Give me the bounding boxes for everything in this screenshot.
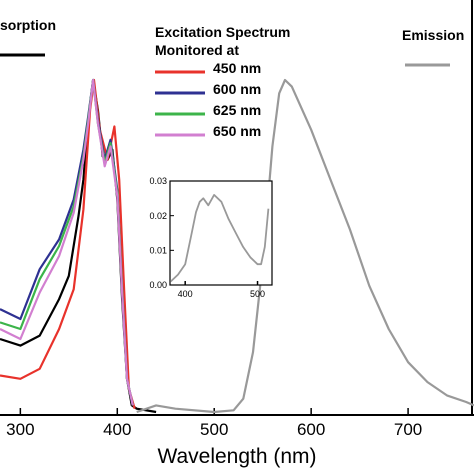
legend-label: 650 nm <box>213 123 261 139</box>
legend-label: 450 nm <box>213 60 261 76</box>
y-tick-label: 0.00 <box>149 280 167 290</box>
legend-label: 625 nm <box>213 102 261 118</box>
x-axis-label: Wavelength (nm) <box>157 445 316 468</box>
series-line <box>136 78 474 414</box>
y-tick-label: 0.03 <box>149 176 167 186</box>
x-tick-label: 600 <box>297 420 325 439</box>
y-tick-label: 0.01 <box>149 245 167 255</box>
legend-label: sorption <box>0 17 56 33</box>
x-tick-label: 500 <box>200 420 228 439</box>
x-tick-label: 400 <box>103 420 131 439</box>
legend-label: 600 nm <box>213 81 261 97</box>
legend-label: Emission <box>402 27 464 43</box>
x-tick-label: 500 <box>250 289 265 299</box>
legend-title: Excitation Spectrum <box>155 24 290 40</box>
legend-title: Monitored at <box>155 42 239 58</box>
series-line <box>170 194 270 283</box>
series-line <box>0 78 134 406</box>
inset-frame <box>169 180 273 286</box>
y-tick-label: 0.02 <box>149 211 167 221</box>
x-tick-label: 400 <box>178 289 193 299</box>
series-line <box>0 78 136 410</box>
x-tick-label: 700 <box>394 420 422 439</box>
x-tick-label: 300 <box>6 420 34 439</box>
